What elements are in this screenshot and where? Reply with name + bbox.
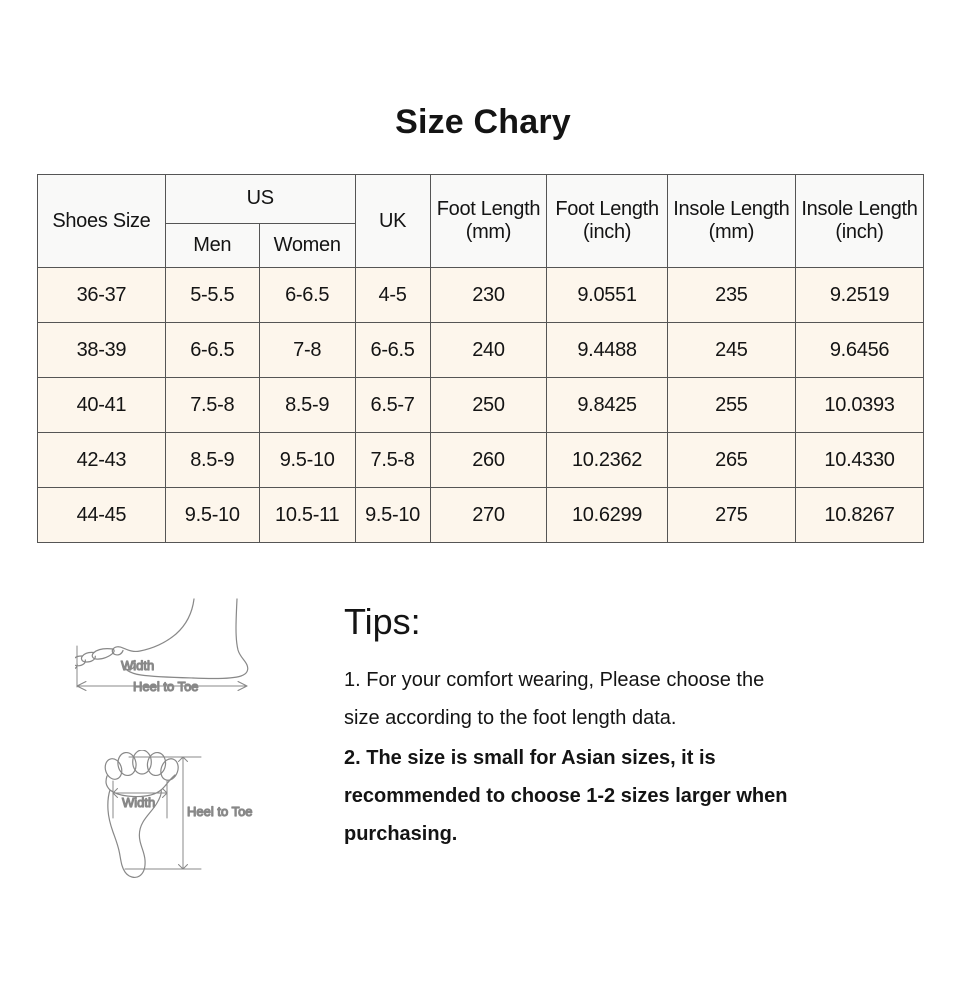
svg-text:Heel to Toe: Heel to Toe: [133, 679, 199, 694]
svg-text:Width: Width: [121, 658, 154, 673]
svg-text:Width: Width: [122, 795, 155, 810]
svg-text:Heel to Toe: Heel to Toe: [187, 804, 253, 819]
